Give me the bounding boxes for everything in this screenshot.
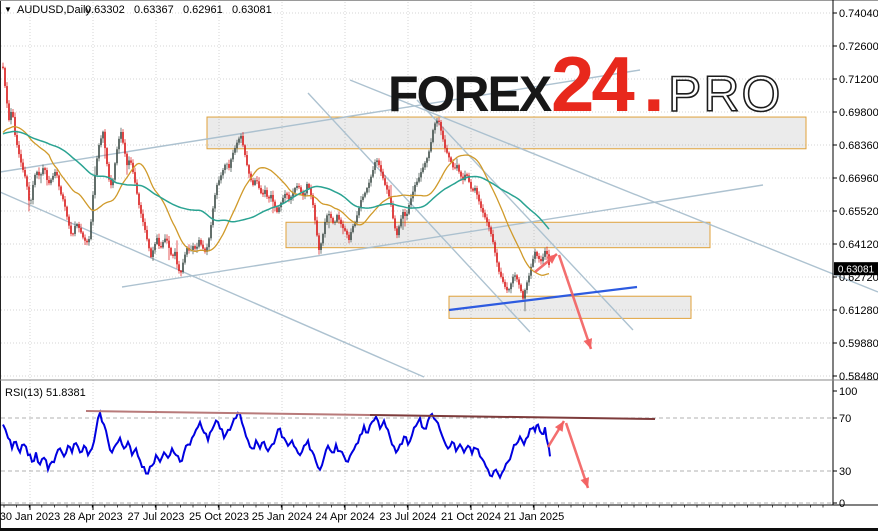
logo-dot: . [643, 40, 665, 128]
rsi-trendline-1 [369, 414, 656, 420]
trendline-1 [121, 184, 764, 288]
rsi-trendline-0 [85, 410, 371, 416]
logo-pro-text: PRO [668, 66, 782, 122]
rsi-scale-label: 30 [839, 466, 851, 478]
date-tick-label: 27 Jul 2023 [128, 511, 185, 523]
zone-2 [448, 295, 692, 319]
current-price-label: 0.63081 [838, 265, 875, 276]
trendline-4 [307, 92, 531, 333]
high-value: 0.63367 [134, 4, 174, 16]
date-tick-label: 24 Apr 2024 [315, 511, 374, 523]
forecast-annotations[interactable] [448, 252, 638, 350]
price-tick-label: 0.68360 [839, 140, 878, 152]
rsi-forecast-arrow-1 [564, 422, 590, 489]
price-tick-label: 0.74040 [839, 8, 878, 20]
current-price-badge [834, 262, 878, 276]
date-tick-label: 25 Jan 2024 [252, 511, 313, 523]
rsi-indicator-label: RSI(13) 51.8381 [5, 387, 86, 399]
rsi-scale-label: 70 [839, 413, 851, 425]
trendline-2 [0, 191, 425, 378]
rsi-pane[interactable] [2, 409, 656, 489]
symbol-dropdown-icon[interactable]: ▼ [4, 5, 12, 14]
logo-24-text: 24 [551, 40, 634, 128]
close-value: 0.63081 [232, 4, 272, 16]
open-value: 0.63302 [85, 4, 125, 16]
ohlc-header: ▼ AUDUSD,Daily 0.63302 0.63367 0.62961 0… [4, 4, 272, 16]
price-forecast-arrow-1 [557, 254, 593, 350]
date-tick-label: 23 Jul 2024 [380, 511, 437, 523]
date-tick-label: 21 Oct 2024 [441, 511, 501, 523]
price-tick-label: 0.72600 [839, 41, 878, 53]
candlesticks[interactable] [2, 62, 550, 312]
price-tick-label: 0.66960 [839, 173, 878, 185]
date-tick-label: 30 Jan 2023 [0, 511, 60, 523]
price-tick-label: 0.65520 [839, 206, 878, 218]
price-tick-label: 0.71200 [839, 74, 878, 86]
symbol-timeframe-label: AUDUSD,Daily [17, 4, 91, 16]
price-tick-label: 0.64120 [839, 239, 878, 251]
rsi-scale-label: 0 [839, 498, 845, 510]
trendline-3 [349, 79, 878, 293]
price-tick-label: 0.59880 [839, 338, 878, 350]
rsi-scale-label: 100 [839, 386, 857, 398]
grid [1, 2, 833, 505]
low-value: 0.62961 [183, 4, 223, 16]
price-tick-label: 0.58480 [839, 371, 878, 383]
date-tick-label: 28 Apr 2023 [63, 511, 122, 523]
logo-forex-text: FOREX [388, 66, 552, 122]
rsi-line [2, 409, 551, 481]
price-tick-label: 0.69800 [839, 107, 878, 119]
support-trendline [448, 285, 638, 312]
moving-averages [2, 126, 550, 276]
price-tick-label: 0.61280 [839, 305, 878, 317]
forex24pro-watermark: FOREX 24 . PRO [388, 40, 782, 128]
date-tick-label: 25 Oct 2023 [189, 511, 249, 523]
date-tick-label: 21 Jan 2025 [504, 511, 565, 523]
